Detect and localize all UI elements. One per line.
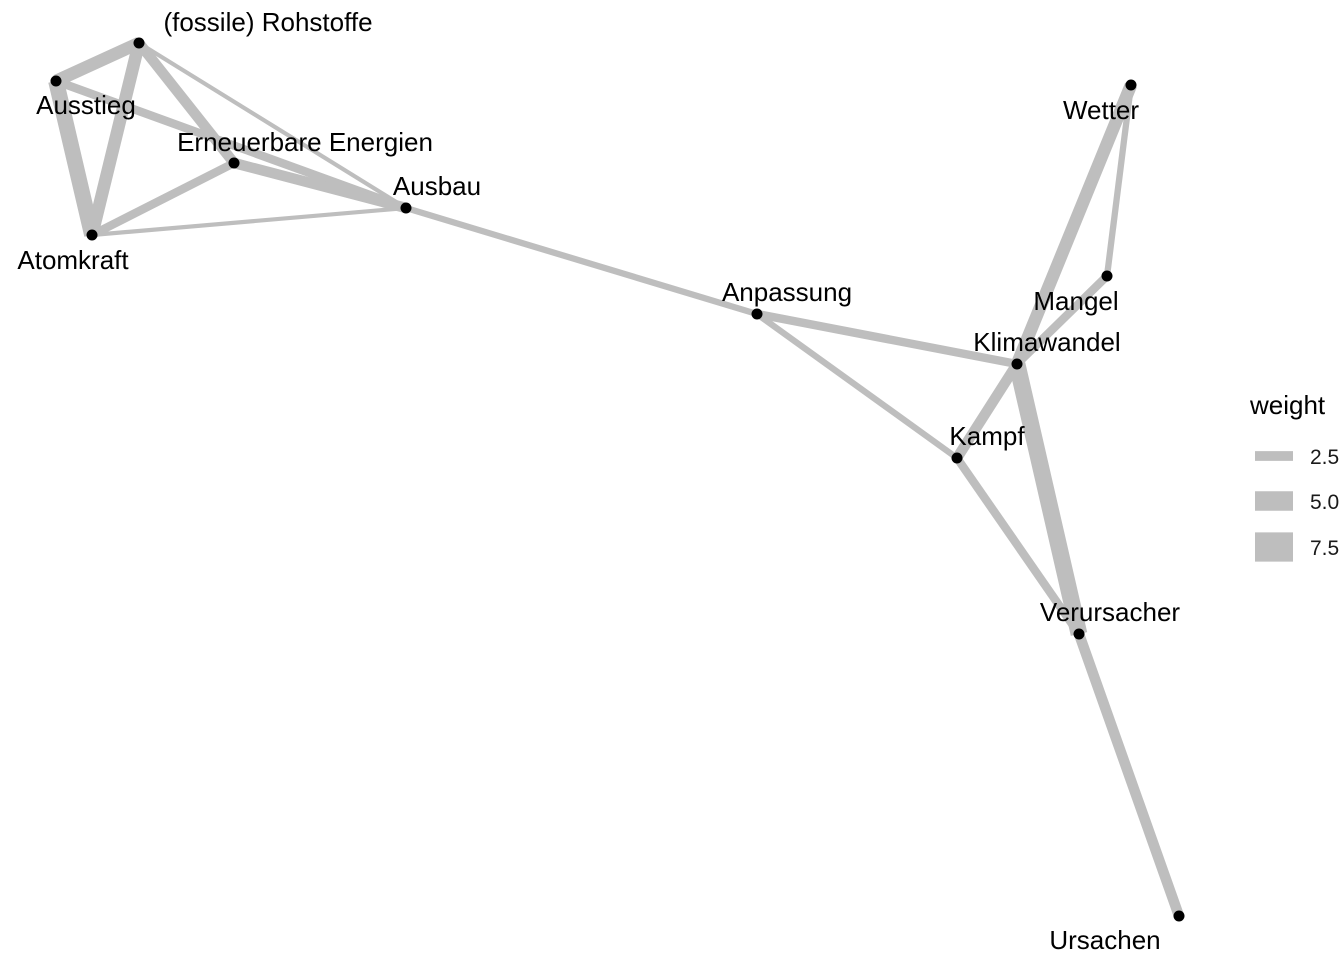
node-label-kampf: Kampf	[949, 421, 1025, 451]
node-label-ursachen: Ursachen	[1049, 925, 1160, 955]
edge-klimawandel-verursacher	[1008, 362, 1088, 636]
node-klimawandel	[1011, 358, 1023, 370]
edge-rohstoffe-atomkraft	[85, 41, 146, 237]
node-label-ausbau: Ausbau	[393, 171, 481, 201]
node-wetter	[1125, 79, 1137, 91]
node-ursachen	[1173, 910, 1185, 922]
node-atomkraft	[86, 229, 98, 241]
node-mangel	[1101, 270, 1113, 282]
edge-klimawandel-mangel	[1014, 272, 1110, 368]
node-label-mangel: Mangel	[1033, 286, 1118, 316]
node-erneuerbare	[228, 157, 240, 169]
legend: weight 2.5 5.0 7.5	[1249, 390, 1339, 562]
edge-ausstieg-atomkraft	[48, 79, 100, 237]
edge-erneuerbare-ausbau	[232, 157, 408, 214]
node-kampf	[951, 452, 963, 464]
edge-ausstieg-ausbau	[54, 77, 408, 212]
edge-klimawandel-kampf	[952, 361, 1022, 461]
node-label-klimawandel: Klimawandel	[973, 327, 1120, 357]
node-label-erneuerbare: Erneuerbare Energien	[177, 127, 433, 157]
label-layer: (fossile) Rohstoffe Ausstieg Erneuerbare E…	[17, 7, 1180, 955]
edge-layer	[48, 37, 1184, 918]
node-verursacher	[1073, 628, 1085, 640]
node-rohstoffe	[133, 37, 145, 49]
edge-rohstoffe-ausbau	[137, 41, 408, 210]
edge-atomkraft-ausbau	[91, 205, 407, 238]
edge-kampf-verursacher	[953, 455, 1083, 637]
node-label-anpassung: Anpassung	[722, 277, 852, 307]
edge-anpassung-klimawandel	[756, 309, 1018, 369]
node-label-rohstoffe: (fossile) Rohstoffe	[163, 7, 372, 37]
node-ausstieg	[50, 75, 62, 87]
edge-verursacher-ursachen	[1074, 632, 1184, 918]
legend-label-2: 7.5	[1310, 537, 1339, 560]
edge-anpassung-kampf	[755, 311, 959, 461]
node-label-verursacher: Verursacher	[1040, 597, 1181, 627]
edge-klimawandel-wetter	[1011, 82, 1137, 367]
legend-title: weight	[1249, 390, 1326, 420]
edge-rohstoffe-erneuerbare	[134, 39, 239, 167]
node-label-atomkraft: Atomkraft	[17, 245, 129, 275]
node-anpassung	[751, 308, 763, 320]
legend-label-0: 2.5	[1310, 446, 1339, 469]
node-label-wetter: Wetter	[1063, 95, 1139, 125]
legend-items: 2.5 5.0 7.5	[1255, 446, 1339, 562]
edge-wetter-mangel	[1103, 84, 1135, 277]
node-layer	[50, 37, 1185, 922]
node-label-ausstieg: Ausstieg	[36, 90, 136, 120]
legend-label-1: 5.0	[1310, 491, 1339, 514]
node-ausbau	[400, 202, 412, 214]
edge-ausbau-anpassung	[405, 204, 758, 318]
edge-ausstieg-rohstoffe	[53, 37, 142, 87]
edge-atomkraft-erneuerbare	[90, 159, 236, 239]
